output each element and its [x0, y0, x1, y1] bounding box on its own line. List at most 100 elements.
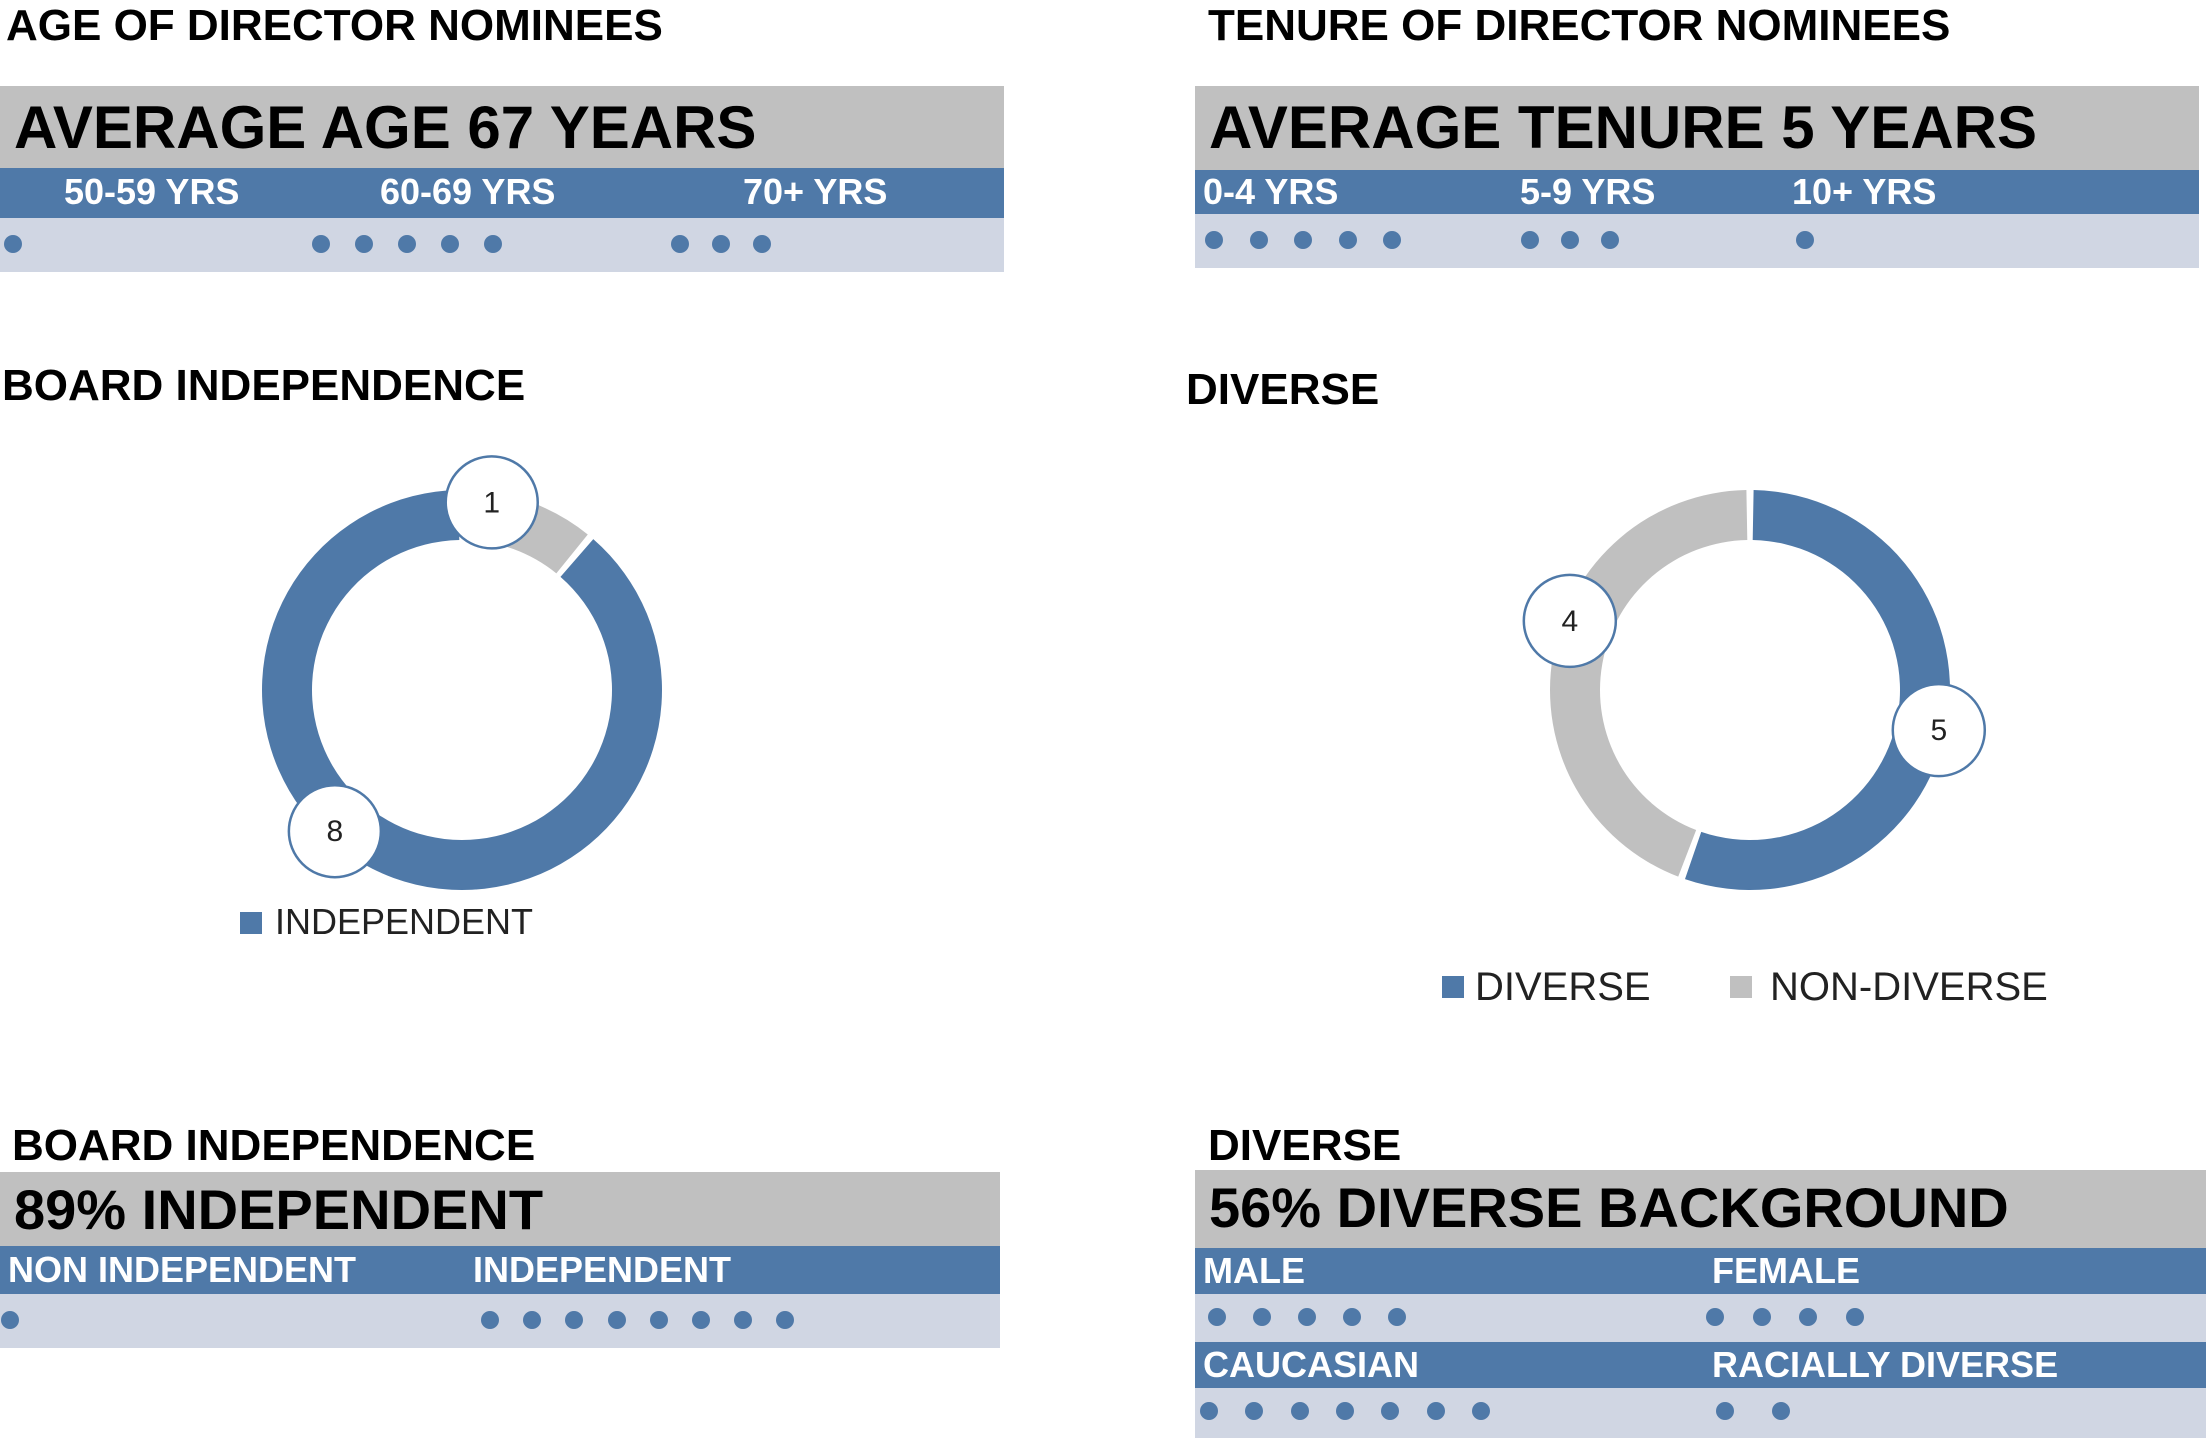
independent-label-bubble [287, 783, 383, 879]
diverse-row1-label-1: FEMALE [1712, 1250, 1860, 1291]
independence-legend-swatch [240, 912, 262, 934]
diverse-chart-title: DIVERSE [1186, 365, 1380, 414]
age-dot-1-2 [398, 235, 416, 253]
independence-group-band: NON INDEPENDENT INDEPENDENT [0, 1246, 1000, 1294]
age-dot-band [0, 218, 1004, 272]
diverse-row1-label-0: MALE [1203, 1250, 1305, 1291]
age-headline-band: AVERAGE AGE 67 YEARS [0, 86, 1004, 168]
tenure-dot-1-1 [1561, 231, 1579, 249]
independence-donut-chart: 81 INDEPENDENT [240, 455, 662, 942]
diverse-row1-dot-0-4 [1388, 1308, 1406, 1326]
diverse-slice [1684, 490, 1950, 890]
independence-dot-band [0, 1294, 1000, 1348]
age-dot-2-0 [671, 235, 689, 253]
diverse-data-label: 5 [1930, 714, 1947, 747]
independence-summary-panel: 89% INDEPENDENT NON INDEPENDENT INDEPEND… [0, 1172, 1000, 1348]
diverse-row1-dot-0-0 [1208, 1308, 1226, 1326]
diverse-row1-dot-band [1195, 1294, 2206, 1342]
age-dot-1-4 [484, 235, 502, 253]
tenure-dot-1-2 [1601, 231, 1619, 249]
age-panel: AVERAGE AGE 67 YEARS 50-59 YRS 60-69 YRS… [0, 86, 1004, 272]
age-dot-1-3 [441, 235, 459, 253]
diverse-row1-dot-1-0 [1706, 1308, 1724, 1326]
diverse-legend-label: DIVERSE [1475, 965, 1651, 1009]
diverse-row1-dot-0-3 [1343, 1308, 1361, 1326]
tenure-section-title: TENURE OF DIRECTOR NOMINEES [1208, 1, 1951, 50]
tenure-group-band: 0-4 YRS 5-9 YRS 10+ YRS [1195, 170, 2199, 214]
tenure-dot-2-0 [1796, 231, 1814, 249]
independence-headline: 89% INDEPENDENT [14, 1178, 544, 1241]
tenure-dot-0-2 [1294, 231, 1312, 249]
independence-group-label-1: INDEPENDENT [473, 1249, 732, 1290]
independence-summary-title: BOARD INDEPENDENCE [12, 1121, 536, 1170]
age-dot-2-2 [753, 235, 771, 253]
non-diverse-legend-label: NON-DIVERSE [1770, 965, 2048, 1009]
tenure-dot-0-4 [1383, 231, 1401, 249]
age-group-label-2: 70+ YRS [743, 171, 888, 212]
diverse-row2-dot-0-3 [1335, 1402, 1354, 1420]
tenure-dot-1-0 [1521, 231, 1539, 249]
age-section-title: AGE OF DIRECTOR NOMINEES [6, 1, 663, 50]
independence-dot-1-3 [607, 1311, 626, 1329]
independence-dot-1-2 [565, 1311, 584, 1329]
independence-dot-1-4 [649, 1311, 668, 1329]
diverse-row1-dot-1-1 [1752, 1308, 1771, 1326]
tenure-group-label-0: 0-4 YRS [1203, 171, 1339, 212]
age-dot-0-0 [4, 235, 22, 253]
independence-group-label-0: NON INDEPENDENT [8, 1249, 357, 1290]
non-diverse-label-bubble [1522, 573, 1618, 669]
age-group-label-1: 60-69 YRS [380, 171, 556, 212]
independence-dot-1-6 [734, 1311, 753, 1329]
diverse-headline-band: 56% DIVERSE BACKGROUND [1195, 1170, 2206, 1248]
diverse-row1-band: MALE FEMALE [1195, 1248, 2206, 1294]
independence-legend-label: INDEPENDENT [275, 901, 533, 942]
diverse-row2-label-1: RACIALLY DIVERSE [1712, 1344, 2059, 1385]
age-headline: AVERAGE AGE 67 YEARS [14, 94, 757, 161]
diverse-legend-swatch [1442, 976, 1464, 998]
diverse-row1-dot-0-1 [1253, 1308, 1271, 1326]
diverse-summary-panel: 56% DIVERSE BACKGROUND MALE FEMALE CAUCA… [1195, 1170, 2206, 1442]
tenure-dot-0-1 [1249, 231, 1268, 249]
diverse-row2-dot-0-6 [1471, 1402, 1490, 1420]
independence-dot-1-0 [481, 1311, 499, 1329]
non-diverse-data-label: 4 [1561, 605, 1578, 638]
age-group-label-0: 50-59 YRS [64, 171, 240, 212]
non-independent-data-label: 1 [483, 486, 500, 519]
age-dot-2-1 [712, 235, 730, 253]
tenure-headline: AVERAGE TENURE 5 YEARS [1209, 94, 2037, 161]
diverse-headline: 56% DIVERSE BACKGROUND [1209, 1176, 2009, 1239]
independence-headline-band: 89% INDEPENDENT [0, 1172, 1000, 1246]
diverse-row2-label-0: CAUCASIAN [1203, 1344, 1419, 1385]
tenure-dot-0-3 [1338, 231, 1357, 249]
tenure-dot-band [1195, 214, 2199, 268]
diverse-summary-title: DIVERSE [1208, 1121, 1402, 1170]
diverse-row2-dot-0-0 [1200, 1402, 1218, 1420]
diverse-row2-dot-0-2 [1290, 1402, 1309, 1420]
independence-dot-1-1 [523, 1311, 542, 1329]
diverse-row1-dot-1-3 [1845, 1308, 1864, 1326]
diverse-row2-dot-0-5 [1426, 1402, 1445, 1420]
independence-chart-title: BOARD INDEPENDENCE [2, 361, 526, 410]
diverse-row2-dot-1-0 [1716, 1402, 1734, 1420]
independent-data-label: 8 [327, 815, 344, 848]
independence-dot-1-7 [776, 1311, 795, 1329]
diverse-donut-chart: 54 DIVERSE NON-DIVERSE [1442, 490, 2048, 1009]
diverse-label-bubble [1891, 682, 1987, 778]
age-dot-1-0 [312, 235, 330, 253]
non-diverse-slice [1550, 490, 1748, 877]
age-dot-1-1 [355, 235, 373, 253]
age-group-band: 50-59 YRS 60-69 YRS 70+ YRS [0, 168, 1004, 218]
diverse-row2-band: CAUCASIAN RACIALLY DIVERSE [1195, 1342, 2206, 1388]
tenure-group-label-1: 5-9 YRS [1520, 171, 1656, 212]
tenure-panel: AVERAGE TENURE 5 YEARS 0-4 YRS 5-9 YRS 1… [1195, 86, 2199, 268]
independence-donut: 81 [262, 455, 662, 890]
diverse-donut: 54 [1522, 490, 1987, 890]
diverse-row2-dot-0-1 [1245, 1402, 1264, 1420]
tenure-group-label-2: 10+ YRS [1792, 171, 1937, 212]
diverse-row2-dot-0-4 [1381, 1402, 1400, 1420]
diverse-row2-dot-1-1 [1772, 1402, 1790, 1420]
diverse-row1-dot-0-2 [1298, 1308, 1316, 1326]
diverse-row2-dot-band [1195, 1388, 2206, 1438]
non-independent-label-bubble [444, 455, 539, 550]
tenure-headline-band: AVERAGE TENURE 5 YEARS [1195, 86, 2199, 170]
